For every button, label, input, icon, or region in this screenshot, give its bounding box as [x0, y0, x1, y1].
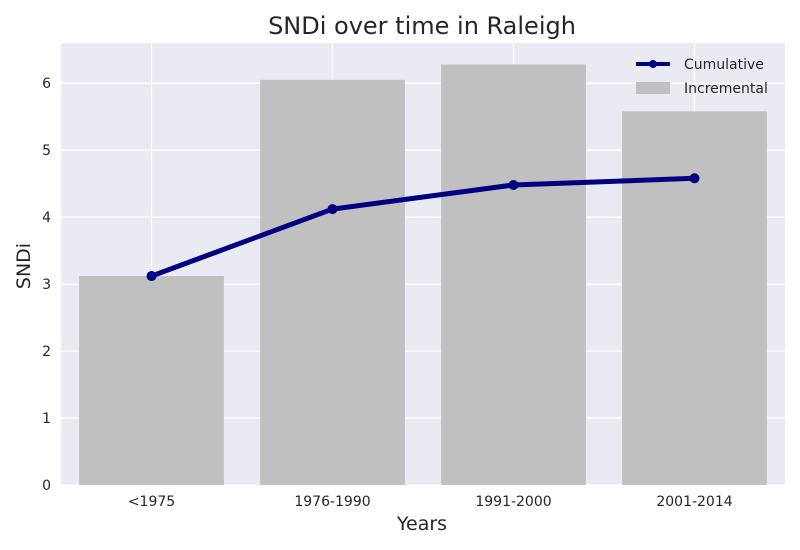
x-tick-label: 2001-2014 — [656, 494, 732, 510]
x-tick-labels: <1975 1976-1990 1991-2000 2001-2014 — [128, 494, 733, 510]
cumulative-line-path — [149, 175, 697, 279]
x-axis-label: Years — [396, 513, 447, 535]
y-tick-labels: 0 1 2 3 4 5 6 — [42, 76, 51, 494]
cumulative-line — [146, 173, 700, 282]
bar — [441, 64, 586, 486]
cumulative-point — [327, 204, 338, 215]
y-tick-label: 2 — [42, 344, 51, 360]
y-tick-label: 3 — [42, 277, 51, 293]
cumulative-point — [508, 179, 519, 190]
x-tick-label: <1975 — [128, 494, 175, 510]
y-tick-label: 4 — [42, 210, 51, 226]
x-tick-label: 1991-2000 — [475, 494, 551, 510]
bar — [260, 79, 405, 485]
cumulative-point — [146, 271, 157, 282]
bars — [79, 64, 767, 486]
bar — [622, 111, 767, 486]
cumulative-point — [689, 173, 700, 184]
y-tick-label: 1 — [42, 411, 51, 427]
x-tick-label: 1976-1990 — [294, 494, 370, 510]
y-tick-label: 0 — [42, 478, 51, 494]
legend-cumulative-marker — [649, 60, 657, 68]
chart-title: SNDi over time in Raleigh — [268, 12, 576, 40]
y-tick-label: 6 — [42, 76, 51, 92]
legend-incremental-label: Incremental — [684, 81, 768, 97]
y-tick-label: 5 — [42, 143, 51, 159]
legend-cumulative-label: Cumulative — [684, 57, 764, 73]
legend-incremental-swatch — [636, 82, 670, 94]
legend: Cumulative Incremental — [636, 57, 768, 97]
y-axis-label: SNDi — [13, 243, 35, 289]
bar — [79, 276, 224, 485]
